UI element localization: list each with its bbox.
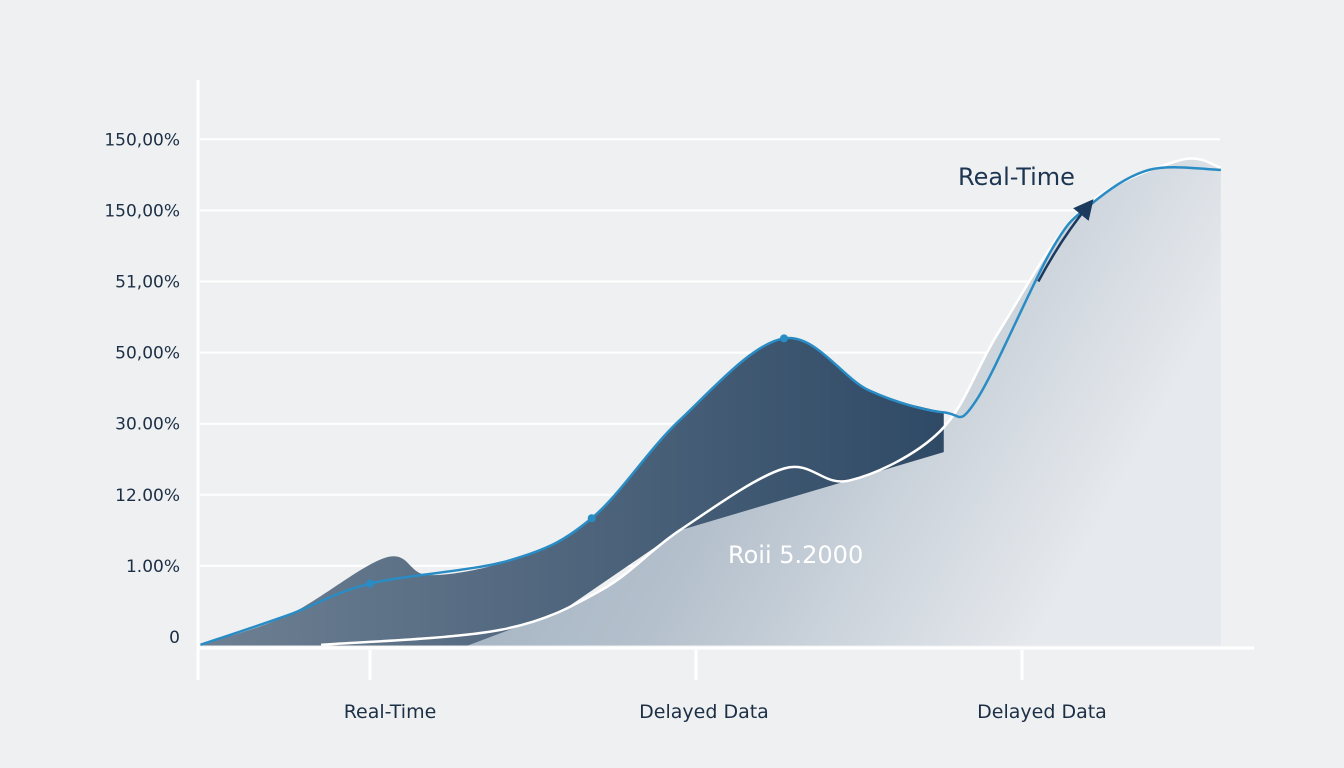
x-tick-label: Real-Time <box>344 701 437 723</box>
y-tick-label: 50,00% <box>115 344 180 364</box>
dark-area <box>200 337 944 646</box>
data-point-marker <box>780 334 789 343</box>
y-tick-label: 30.00% <box>115 415 180 435</box>
x-tick-label: Delayed Data <box>977 701 1107 723</box>
y-tick-label: 0 <box>169 628 180 648</box>
data-point-marker <box>587 514 596 523</box>
y-tick-label: 1.00% <box>126 557 180 577</box>
real-time-annotation: Real-Time <box>958 163 1075 191</box>
y-tick-label: 12.00% <box>115 486 180 506</box>
y-tick-label: 150,00% <box>104 201 180 221</box>
light-area <box>321 158 1221 646</box>
data-point-marker <box>366 579 374 588</box>
annotation-arrow <box>1037 199 1094 283</box>
y-tick-label: 51,00% <box>115 273 180 293</box>
y-tick-label: 150,00% <box>104 130 180 150</box>
x-tick-label: Delayed Data <box>639 701 769 723</box>
roi-annotation: Roii 5.2000 <box>728 541 863 569</box>
